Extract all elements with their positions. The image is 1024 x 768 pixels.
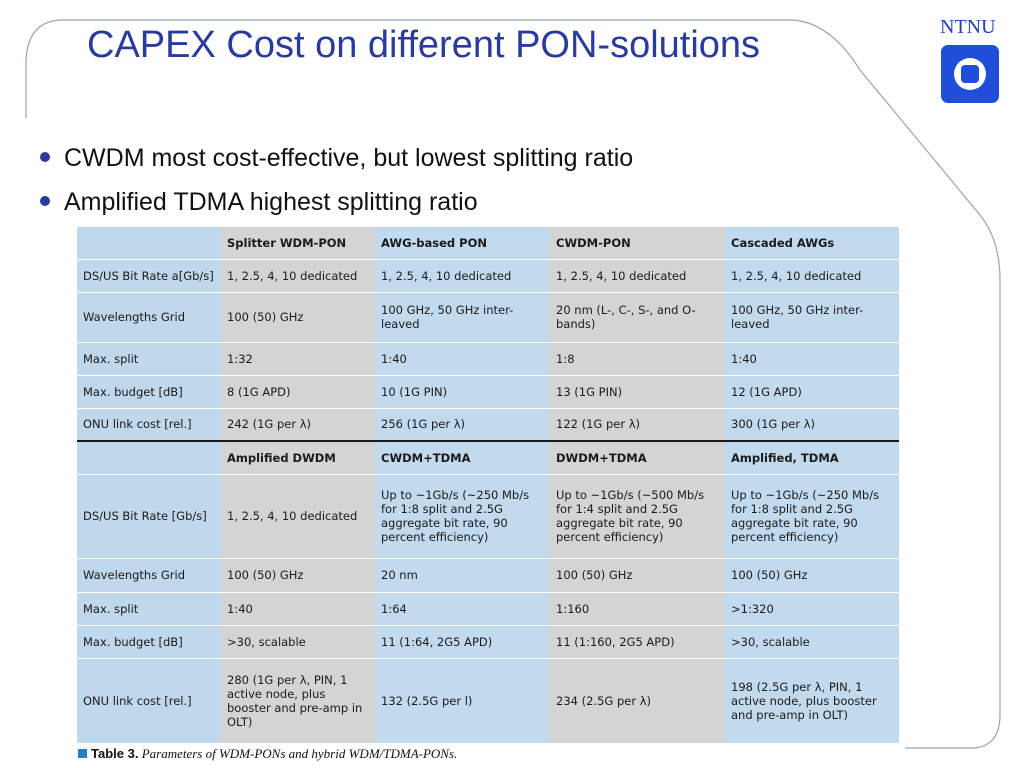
table-row: Wavelengths Grid 100 (50) GHz 20 nm 100 … — [77, 558, 899, 593]
table-cell: 100 (50) GHz — [221, 558, 375, 593]
table-row-label: Wavelengths Grid — [77, 292, 221, 343]
table-cell: 100 (50) GHz — [221, 292, 375, 343]
table-cell: >30, scalable — [725, 625, 899, 659]
slide-title: CAPEX Cost on different PON-solutions — [87, 24, 761, 66]
table-row: DS/US Bit Rate a[Gb/s] 1, 2.5, 4, 10 ded… — [77, 259, 899, 293]
table-header-cell: Cascaded AWGs — [725, 227, 899, 260]
table-cell: 1:8 — [550, 342, 725, 376]
table-cell: 300 (1G per λ) — [725, 408, 899, 442]
table-header-cell: CWDM-PON — [550, 227, 725, 260]
table-cell: 242 (1G per λ) — [221, 408, 375, 442]
bullet-list: CWDM most cost-effective, but lowest spl… — [38, 136, 633, 224]
table-cell: 100 GHz, 50 GHz inter-leaved — [725, 292, 899, 343]
table-header-row: Amplified DWDM CWDM+TDMA DWDM+TDMA Ampli… — [77, 440, 899, 475]
table-cell: Up to ~1Gb/s (~500 Mb/s for 1:4 split an… — [550, 474, 725, 559]
table-cell: 122 (1G per λ) — [550, 408, 725, 442]
table-row-label: ONU link cost [rel.] — [77, 408, 221, 442]
table-cell: 1, 2.5, 4, 10 dedicated — [550, 259, 725, 293]
ntnu-logo-icon — [941, 45, 999, 103]
table-row: ONU link cost [rel.] 280 (1G per λ, PIN,… — [77, 658, 899, 744]
table-row: Wavelengths Grid 100 (50) GHz 100 GHz, 5… — [77, 292, 899, 343]
table-row: Max. split 1:32 1:40 1:8 1:40 — [77, 342, 899, 376]
table-cell: 13 (1G PIN) — [550, 375, 725, 409]
table-row: DS/US Bit Rate [Gb/s] 1, 2.5, 4, 10 dedi… — [77, 474, 899, 559]
table-cell: >1:320 — [725, 592, 899, 626]
table-header-cell: Amplified, TDMA — [725, 440, 899, 475]
table-header-cell: DWDM+TDMA — [550, 440, 725, 475]
table-cell: 280 (1G per λ, PIN, 1 active node, plus … — [221, 658, 375, 744]
table-cell: 100 GHz, 50 GHz inter-leaved — [375, 292, 550, 343]
table-row-label: DS/US Bit Rate [Gb/s] — [77, 474, 221, 559]
table-row-label: Wavelengths Grid — [77, 558, 221, 593]
table-cell: 256 (1G per λ) — [375, 408, 550, 442]
table-cell: 1:40 — [221, 592, 375, 626]
table-row-label: DS/US Bit Rate a[Gb/s] — [77, 259, 221, 293]
table-caption: Table 3. Parameters of WDM-PONs and hybr… — [78, 746, 457, 762]
table-cell: 1, 2.5, 4, 10 dedicated — [221, 474, 375, 559]
table-cell: 11 (1:64, 2G5 APD) — [375, 625, 550, 659]
caption-square-icon — [78, 749, 87, 758]
table-row: Max. budget [dB] >30, scalable 11 (1:64,… — [77, 625, 899, 659]
table-cell: 11 (1:160, 2G5 APD) — [550, 625, 725, 659]
table-cell: 234 (2.5G per λ) — [550, 658, 725, 744]
table-row-label: Max. split — [77, 342, 221, 376]
table-cell: 20 nm (L-, C-, S-, and O-bands) — [550, 292, 725, 343]
table-cell: 1:40 — [375, 342, 550, 376]
table-cell: 100 (50) GHz — [550, 558, 725, 593]
table-header-cell — [77, 227, 221, 260]
ntnu-logo-text: NTNU — [940, 16, 996, 38]
table-cell: 1:40 — [725, 342, 899, 376]
bullet-dot-icon — [40, 196, 50, 206]
pon-comparison-table: Splitter WDM-PON AWG-based PON CWDM-PON … — [77, 227, 899, 744]
table-row-label: ONU link cost [rel.] — [77, 658, 221, 744]
table-cell: 100 (50) GHz — [725, 558, 899, 593]
table-cell: 198 (2.5G per λ, PIN, 1 active node, plu… — [725, 658, 899, 744]
table-header-row: Splitter WDM-PON AWG-based PON CWDM-PON … — [77, 227, 899, 260]
table-row-label: Max. budget [dB] — [77, 625, 221, 659]
table-cell: 1:64 — [375, 592, 550, 626]
table-cell: 1, 2.5, 4, 10 dedicated — [725, 259, 899, 293]
table-cell: 1, 2.5, 4, 10 dedicated — [221, 259, 375, 293]
table-cell: 132 (2.5G per l) — [375, 658, 550, 744]
table-row: Max. budget [dB] 8 (1G APD) 10 (1G PIN) … — [77, 375, 899, 409]
table-cell: 1:160 — [550, 592, 725, 626]
table-header-cell: CWDM+TDMA — [375, 440, 550, 475]
bullet-dot-icon — [40, 152, 50, 162]
table-cell: 1, 2.5, 4, 10 dedicated — [375, 259, 550, 293]
bullet-item: CWDM most cost-effective, but lowest spl… — [38, 136, 633, 180]
table-cell: >30, scalable — [221, 625, 375, 659]
table-row: Max. split 1:40 1:64 1:160 >1:320 — [77, 592, 899, 626]
table-row-label: Max. split — [77, 592, 221, 626]
table-header-cell: Splitter WDM-PON — [221, 227, 375, 260]
table-cell: 8 (1G APD) — [221, 375, 375, 409]
table-row-label: Max. budget [dB] — [77, 375, 221, 409]
table-header-cell: Amplified DWDM — [221, 440, 375, 475]
table-cell: 1:32 — [221, 342, 375, 376]
table-row: ONU link cost [rel.] 242 (1G per λ) 256 … — [77, 408, 899, 442]
table-cell: 12 (1G APD) — [725, 375, 899, 409]
table-cell: 20 nm — [375, 558, 550, 593]
caption-text: Parameters of WDM-PONs and hybrid WDM/TD… — [141, 746, 458, 761]
table-cell: Up to ~1Gb/s (~250 Mb/s for 1:8 split an… — [725, 474, 899, 559]
bullet-item: Amplified TDMA highest splitting ratio — [38, 180, 633, 224]
table-cell: 10 (1G PIN) — [375, 375, 550, 409]
caption-label: Table 3. — [91, 746, 139, 761]
table-cell: Up to ~1Gb/s (~250 Mb/s for 1:8 split an… — [375, 474, 550, 559]
table-header-cell — [77, 440, 221, 475]
table-header-cell: AWG-based PON — [375, 227, 550, 260]
